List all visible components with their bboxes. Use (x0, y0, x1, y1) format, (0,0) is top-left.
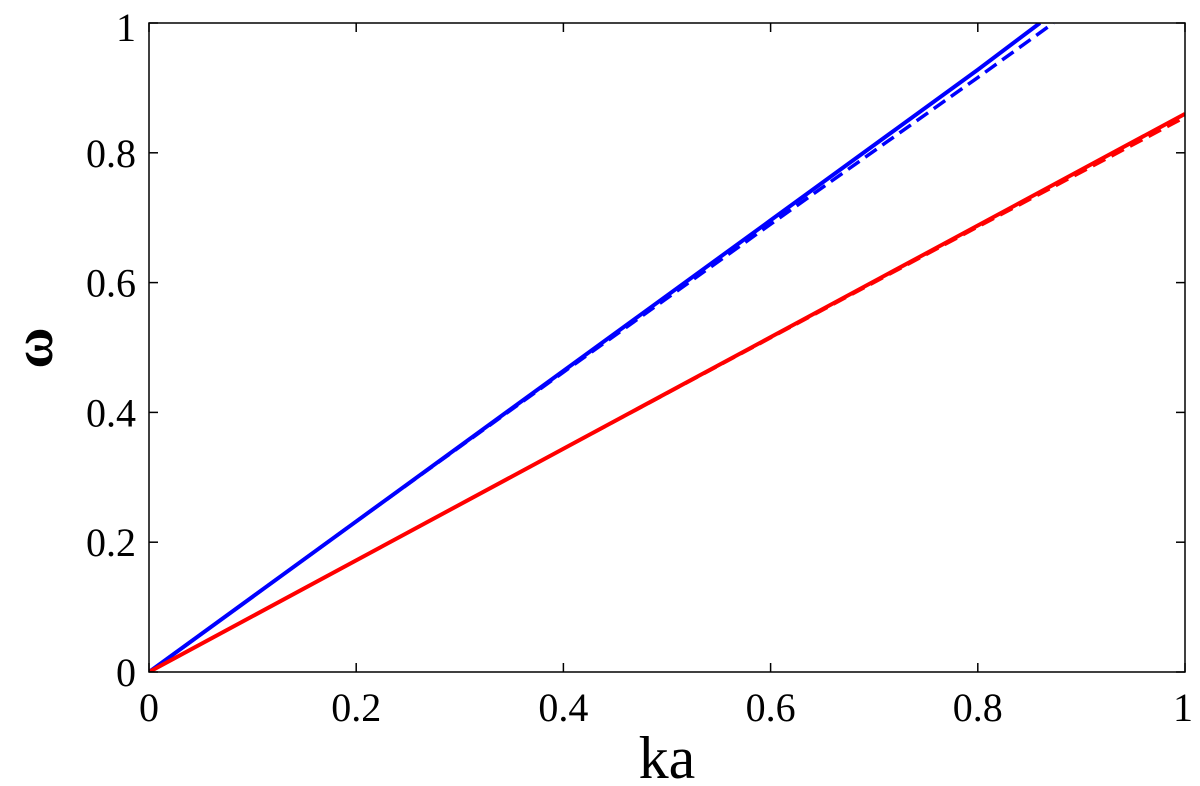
x-tick-label: 0.2 (331, 685, 381, 730)
x-tick-label: 0.6 (746, 685, 796, 730)
x-tick-label: 0.4 (538, 685, 588, 730)
y-tick-label: 1 (116, 5, 136, 50)
x-tick-label: 0 (139, 685, 159, 730)
series-line-4 (149, 115, 1185, 672)
y-axis-label: ω (3, 328, 65, 369)
series-line-1 (149, 23, 1042, 672)
series-line-2 (149, 23, 1055, 672)
plot-frame (148, 22, 1186, 673)
y-tick-label: 0.8 (86, 131, 136, 176)
x-tick-label: 0.8 (953, 685, 1003, 730)
series-layer (149, 23, 1185, 672)
y-tick-label: 0 (116, 650, 136, 695)
ticks-layer: 0 0.2 0.4 0.6 0.8 1 0 0.2 0.4 0.6 0.8 1 (86, 5, 1193, 730)
y-tick-label: 0.2 (86, 520, 136, 565)
y-tick-label: 0.6 (86, 261, 136, 306)
y-tick-label: 0.4 (86, 390, 136, 435)
x-axis-label: ka (639, 725, 696, 786)
x-tick-label: 1 (1173, 685, 1193, 730)
